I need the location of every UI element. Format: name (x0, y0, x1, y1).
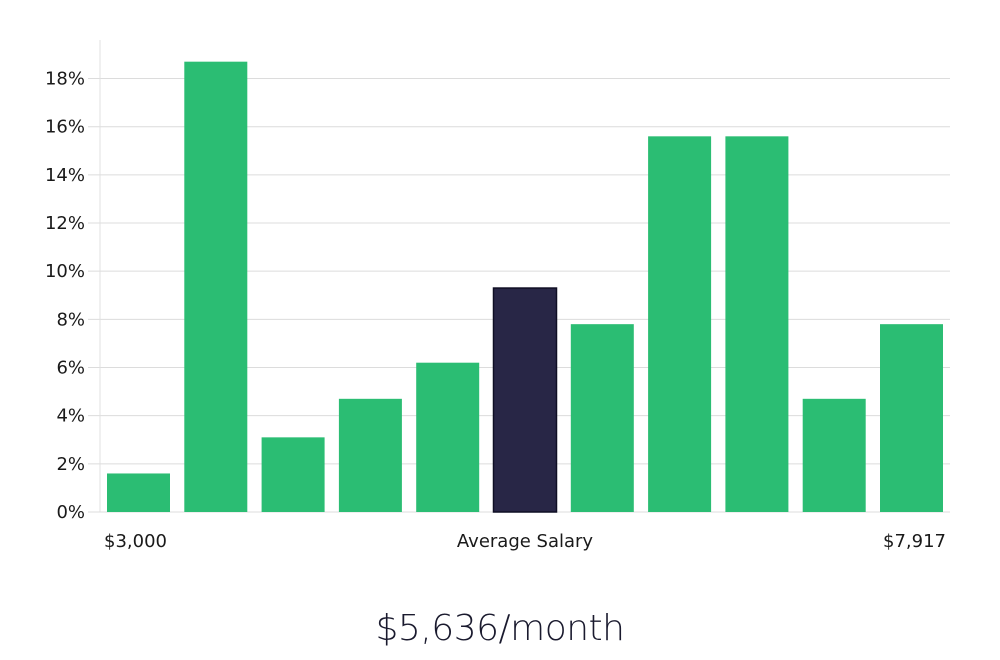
y-tick-label: 6% (56, 358, 85, 379)
bar (184, 61, 248, 513)
bar (880, 324, 943, 512)
bar-average-salary (492, 287, 558, 513)
bar (802, 398, 866, 512)
y-tick-label: 12% (45, 213, 85, 234)
y-tick-label: 16% (45, 117, 85, 138)
bar (725, 136, 789, 512)
y-tick-labels: 0% 2% 4% 6% 8% 10% 12% 14% 16% 18% (45, 69, 85, 523)
x-label-max: $7,917 (883, 531, 946, 552)
average-salary-caption: $5,636/month (375, 608, 625, 649)
x-axis-title: Average Salary (457, 531, 594, 552)
y-tick-label: 4% (56, 406, 85, 427)
bar (570, 324, 634, 512)
y-tick-label: 10% (45, 261, 85, 282)
bar (416, 362, 480, 512)
x-label-min: $3,000 (104, 531, 167, 552)
y-tick-label: 2% (56, 454, 85, 475)
y-tick-label: 14% (45, 165, 85, 186)
salary-distribution-chart: 0% 2% 4% 6% 8% 10% 12% 14% 16% 18% $3,000 Average… (45, 40, 950, 552)
bar (648, 136, 712, 512)
bar (107, 473, 170, 512)
y-tick-label: 18% (45, 69, 85, 90)
bar (261, 437, 325, 512)
bars (107, 61, 943, 513)
bar (338, 398, 402, 512)
y-tick-label: 8% (56, 309, 85, 330)
y-tick-label: 0% (56, 502, 85, 523)
